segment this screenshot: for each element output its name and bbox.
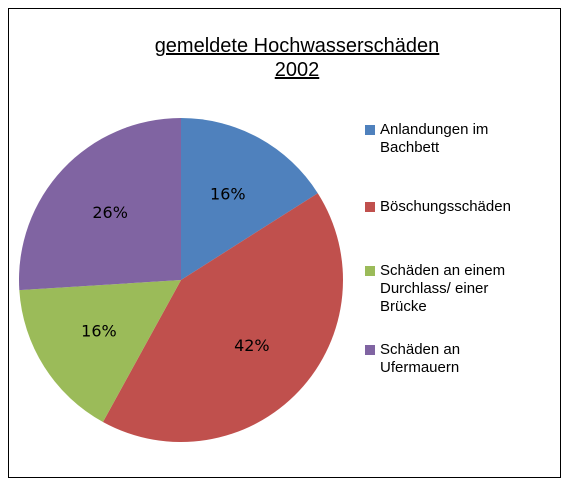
legend-swatch [365, 125, 375, 135]
legend-label: Schäden an einem Durchlass/ einer Brücke [380, 262, 506, 315]
legend-label: Schäden an Ufermauern [380, 341, 461, 376]
chart-frame [8, 8, 561, 478]
pie-slice [18, 118, 181, 291]
data-label: 26% [92, 203, 128, 222]
legend-label: Anlandungen im Bachbett [380, 121, 489, 156]
data-label: 16% [81, 322, 117, 341]
legend-label: Böschungsschäden [380, 198, 511, 215]
data-label: 16% [210, 184, 246, 203]
pie-slice [19, 280, 181, 422]
legend-swatch [365, 202, 375, 212]
pie-slice [102, 193, 343, 442]
legend-swatch [365, 266, 375, 276]
pie-slice [181, 118, 318, 280]
data-label: 42% [234, 336, 270, 355]
chart-title: gemeldete Hochwasserschäden 2002 [154, 35, 440, 81]
legend-swatch [365, 345, 375, 355]
